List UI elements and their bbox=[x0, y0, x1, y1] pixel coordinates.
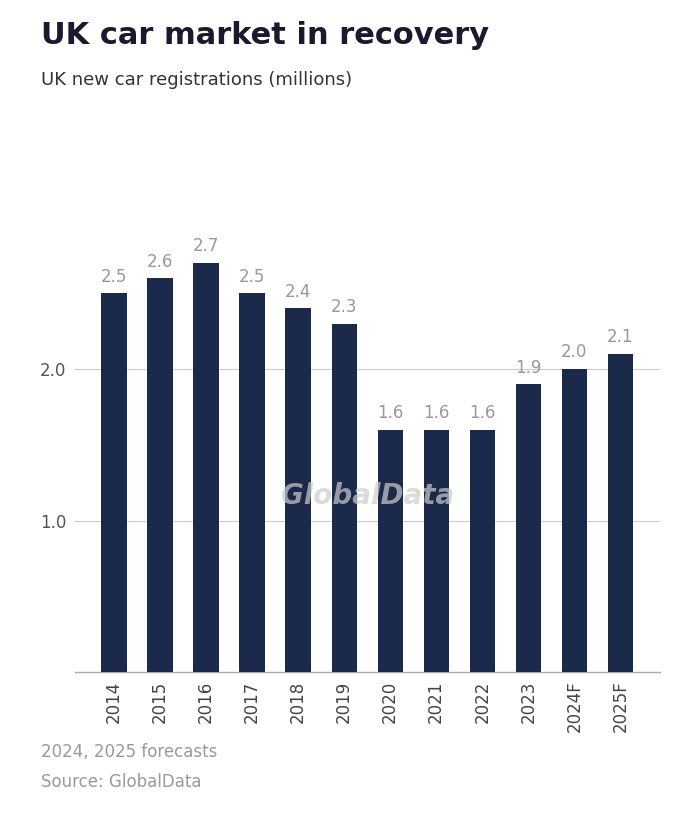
Bar bbox=[608, 354, 633, 672]
Text: 2.7: 2.7 bbox=[193, 238, 219, 255]
Text: 1.6: 1.6 bbox=[423, 404, 449, 422]
Text: 2.1: 2.1 bbox=[607, 328, 634, 346]
Bar bbox=[148, 278, 173, 672]
Text: UK car market in recovery: UK car market in recovery bbox=[41, 21, 489, 50]
Bar bbox=[470, 429, 495, 672]
Text: 2.6: 2.6 bbox=[147, 253, 173, 270]
Bar bbox=[332, 323, 357, 672]
Bar bbox=[562, 369, 587, 672]
Bar bbox=[193, 263, 219, 672]
Text: 1.9: 1.9 bbox=[515, 359, 541, 376]
Bar bbox=[286, 308, 311, 672]
Text: GlobalData: GlobalData bbox=[281, 482, 454, 511]
Bar bbox=[515, 384, 541, 672]
Text: UK new car registrations (millions): UK new car registrations (millions) bbox=[41, 71, 352, 89]
Bar bbox=[101, 293, 126, 672]
Text: 2024, 2025 forecasts: 2024, 2025 forecasts bbox=[41, 743, 217, 761]
Text: 2.0: 2.0 bbox=[561, 344, 588, 361]
Text: 2.5: 2.5 bbox=[239, 268, 265, 286]
Bar bbox=[239, 293, 265, 672]
Text: 1.6: 1.6 bbox=[469, 404, 496, 422]
Text: 2.4: 2.4 bbox=[285, 283, 311, 301]
Text: Source: GlobalData: Source: GlobalData bbox=[41, 773, 201, 790]
Text: 1.6: 1.6 bbox=[377, 404, 403, 422]
Text: 2.3: 2.3 bbox=[331, 298, 358, 316]
Text: 2.5: 2.5 bbox=[101, 268, 127, 286]
Bar bbox=[377, 429, 403, 672]
Bar bbox=[424, 429, 449, 672]
